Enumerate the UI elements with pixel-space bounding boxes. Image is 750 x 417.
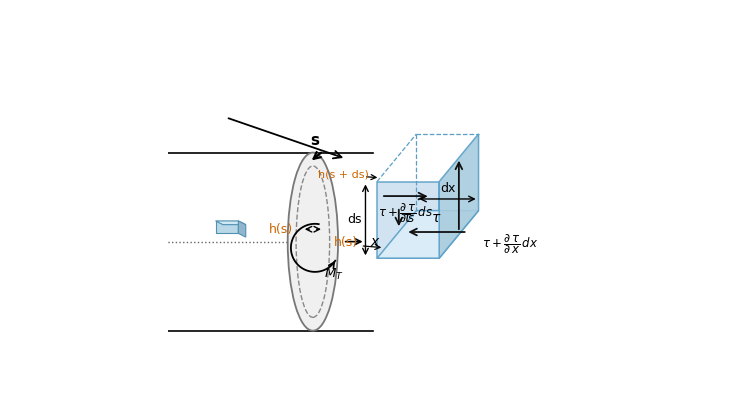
Polygon shape bbox=[377, 181, 440, 258]
Text: $\tau+\dfrac{\partial\,\tau}{\partial\,s}\,ds$: $\tau+\dfrac{\partial\,\tau}{\partial\,s… bbox=[378, 201, 433, 225]
Text: s: s bbox=[310, 133, 320, 148]
Polygon shape bbox=[238, 221, 246, 237]
Text: dx: dx bbox=[440, 182, 455, 195]
Text: h(s + ds): h(s + ds) bbox=[318, 169, 368, 179]
Text: $\tau+\dfrac{\partial\,\tau}{\partial\,x}\,dx$: $\tau+\dfrac{\partial\,\tau}{\partial\,x… bbox=[482, 232, 538, 256]
Ellipse shape bbox=[106, 153, 143, 331]
Text: $M_T$: $M_T$ bbox=[324, 266, 344, 281]
Text: h(s): h(s) bbox=[334, 236, 358, 249]
Polygon shape bbox=[377, 211, 478, 258]
Text: x: x bbox=[370, 235, 379, 249]
Polygon shape bbox=[215, 221, 246, 225]
Text: ds: ds bbox=[346, 214, 362, 226]
Text: h(s): h(s) bbox=[268, 223, 292, 236]
Polygon shape bbox=[440, 134, 479, 258]
Text: $\tau$: $\tau$ bbox=[402, 211, 412, 225]
Text: $\tau$: $\tau$ bbox=[431, 211, 442, 224]
Polygon shape bbox=[215, 221, 238, 234]
Ellipse shape bbox=[288, 153, 338, 331]
